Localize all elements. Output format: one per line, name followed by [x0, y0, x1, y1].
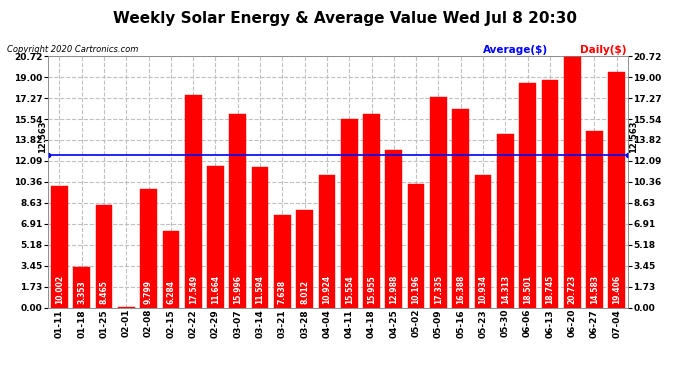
Text: 15.554: 15.554 — [345, 275, 354, 304]
Bar — [542, 80, 558, 308]
Text: 19.406: 19.406 — [612, 275, 621, 304]
Text: 6.284: 6.284 — [166, 280, 175, 304]
Text: 9.799: 9.799 — [144, 280, 153, 304]
Text: 14.313: 14.313 — [501, 275, 510, 304]
Text: 11.594: 11.594 — [255, 275, 264, 304]
Bar — [96, 205, 112, 308]
Bar — [319, 175, 335, 308]
Text: 10.002: 10.002 — [55, 275, 64, 304]
Text: Copyright 2020 Cartronics.com: Copyright 2020 Cartronics.com — [7, 45, 138, 54]
Bar — [341, 119, 357, 308]
Text: 11.664: 11.664 — [211, 275, 220, 304]
Text: Daily($): Daily($) — [580, 45, 626, 55]
Bar — [430, 97, 447, 308]
Bar — [564, 56, 580, 308]
Text: 8.465: 8.465 — [99, 280, 108, 304]
Text: 17.335: 17.335 — [434, 275, 443, 304]
Text: 14.583: 14.583 — [590, 275, 599, 304]
Bar — [207, 166, 224, 308]
Bar — [185, 95, 201, 308]
Text: 15.955: 15.955 — [367, 275, 376, 304]
Text: 17.549: 17.549 — [188, 275, 198, 304]
Text: 10.924: 10.924 — [322, 275, 331, 304]
Bar — [73, 267, 90, 308]
Bar — [363, 114, 380, 308]
Bar — [386, 150, 402, 308]
Text: 15.996: 15.996 — [233, 275, 242, 304]
Bar — [274, 215, 290, 308]
Text: 3.353: 3.353 — [77, 280, 86, 304]
Bar — [520, 83, 536, 308]
Bar — [609, 72, 625, 308]
Bar — [296, 210, 313, 308]
Text: 12.563: 12.563 — [38, 120, 47, 153]
Bar — [453, 109, 469, 308]
Bar — [51, 186, 68, 308]
Text: 10.934: 10.934 — [478, 275, 488, 304]
Text: 12.988: 12.988 — [389, 274, 398, 304]
Text: 12.563: 12.563 — [629, 120, 638, 153]
Text: 7.638: 7.638 — [278, 280, 287, 304]
Text: 8.012: 8.012 — [300, 280, 309, 304]
Bar — [475, 175, 491, 308]
Text: Average($): Average($) — [483, 45, 548, 55]
Bar — [586, 130, 603, 308]
Bar — [230, 114, 246, 308]
Bar — [140, 189, 157, 308]
Text: 18.745: 18.745 — [545, 274, 554, 304]
Text: 20.723: 20.723 — [568, 274, 577, 304]
Bar — [408, 184, 424, 308]
Bar — [497, 134, 513, 308]
Bar — [252, 167, 268, 308]
Text: 18.501: 18.501 — [523, 275, 532, 304]
Text: Weekly Solar Energy & Average Value Wed Jul 8 20:30: Weekly Solar Energy & Average Value Wed … — [113, 11, 577, 26]
Bar — [163, 231, 179, 308]
Text: 16.388: 16.388 — [456, 274, 465, 304]
Text: 10.196: 10.196 — [412, 275, 421, 304]
